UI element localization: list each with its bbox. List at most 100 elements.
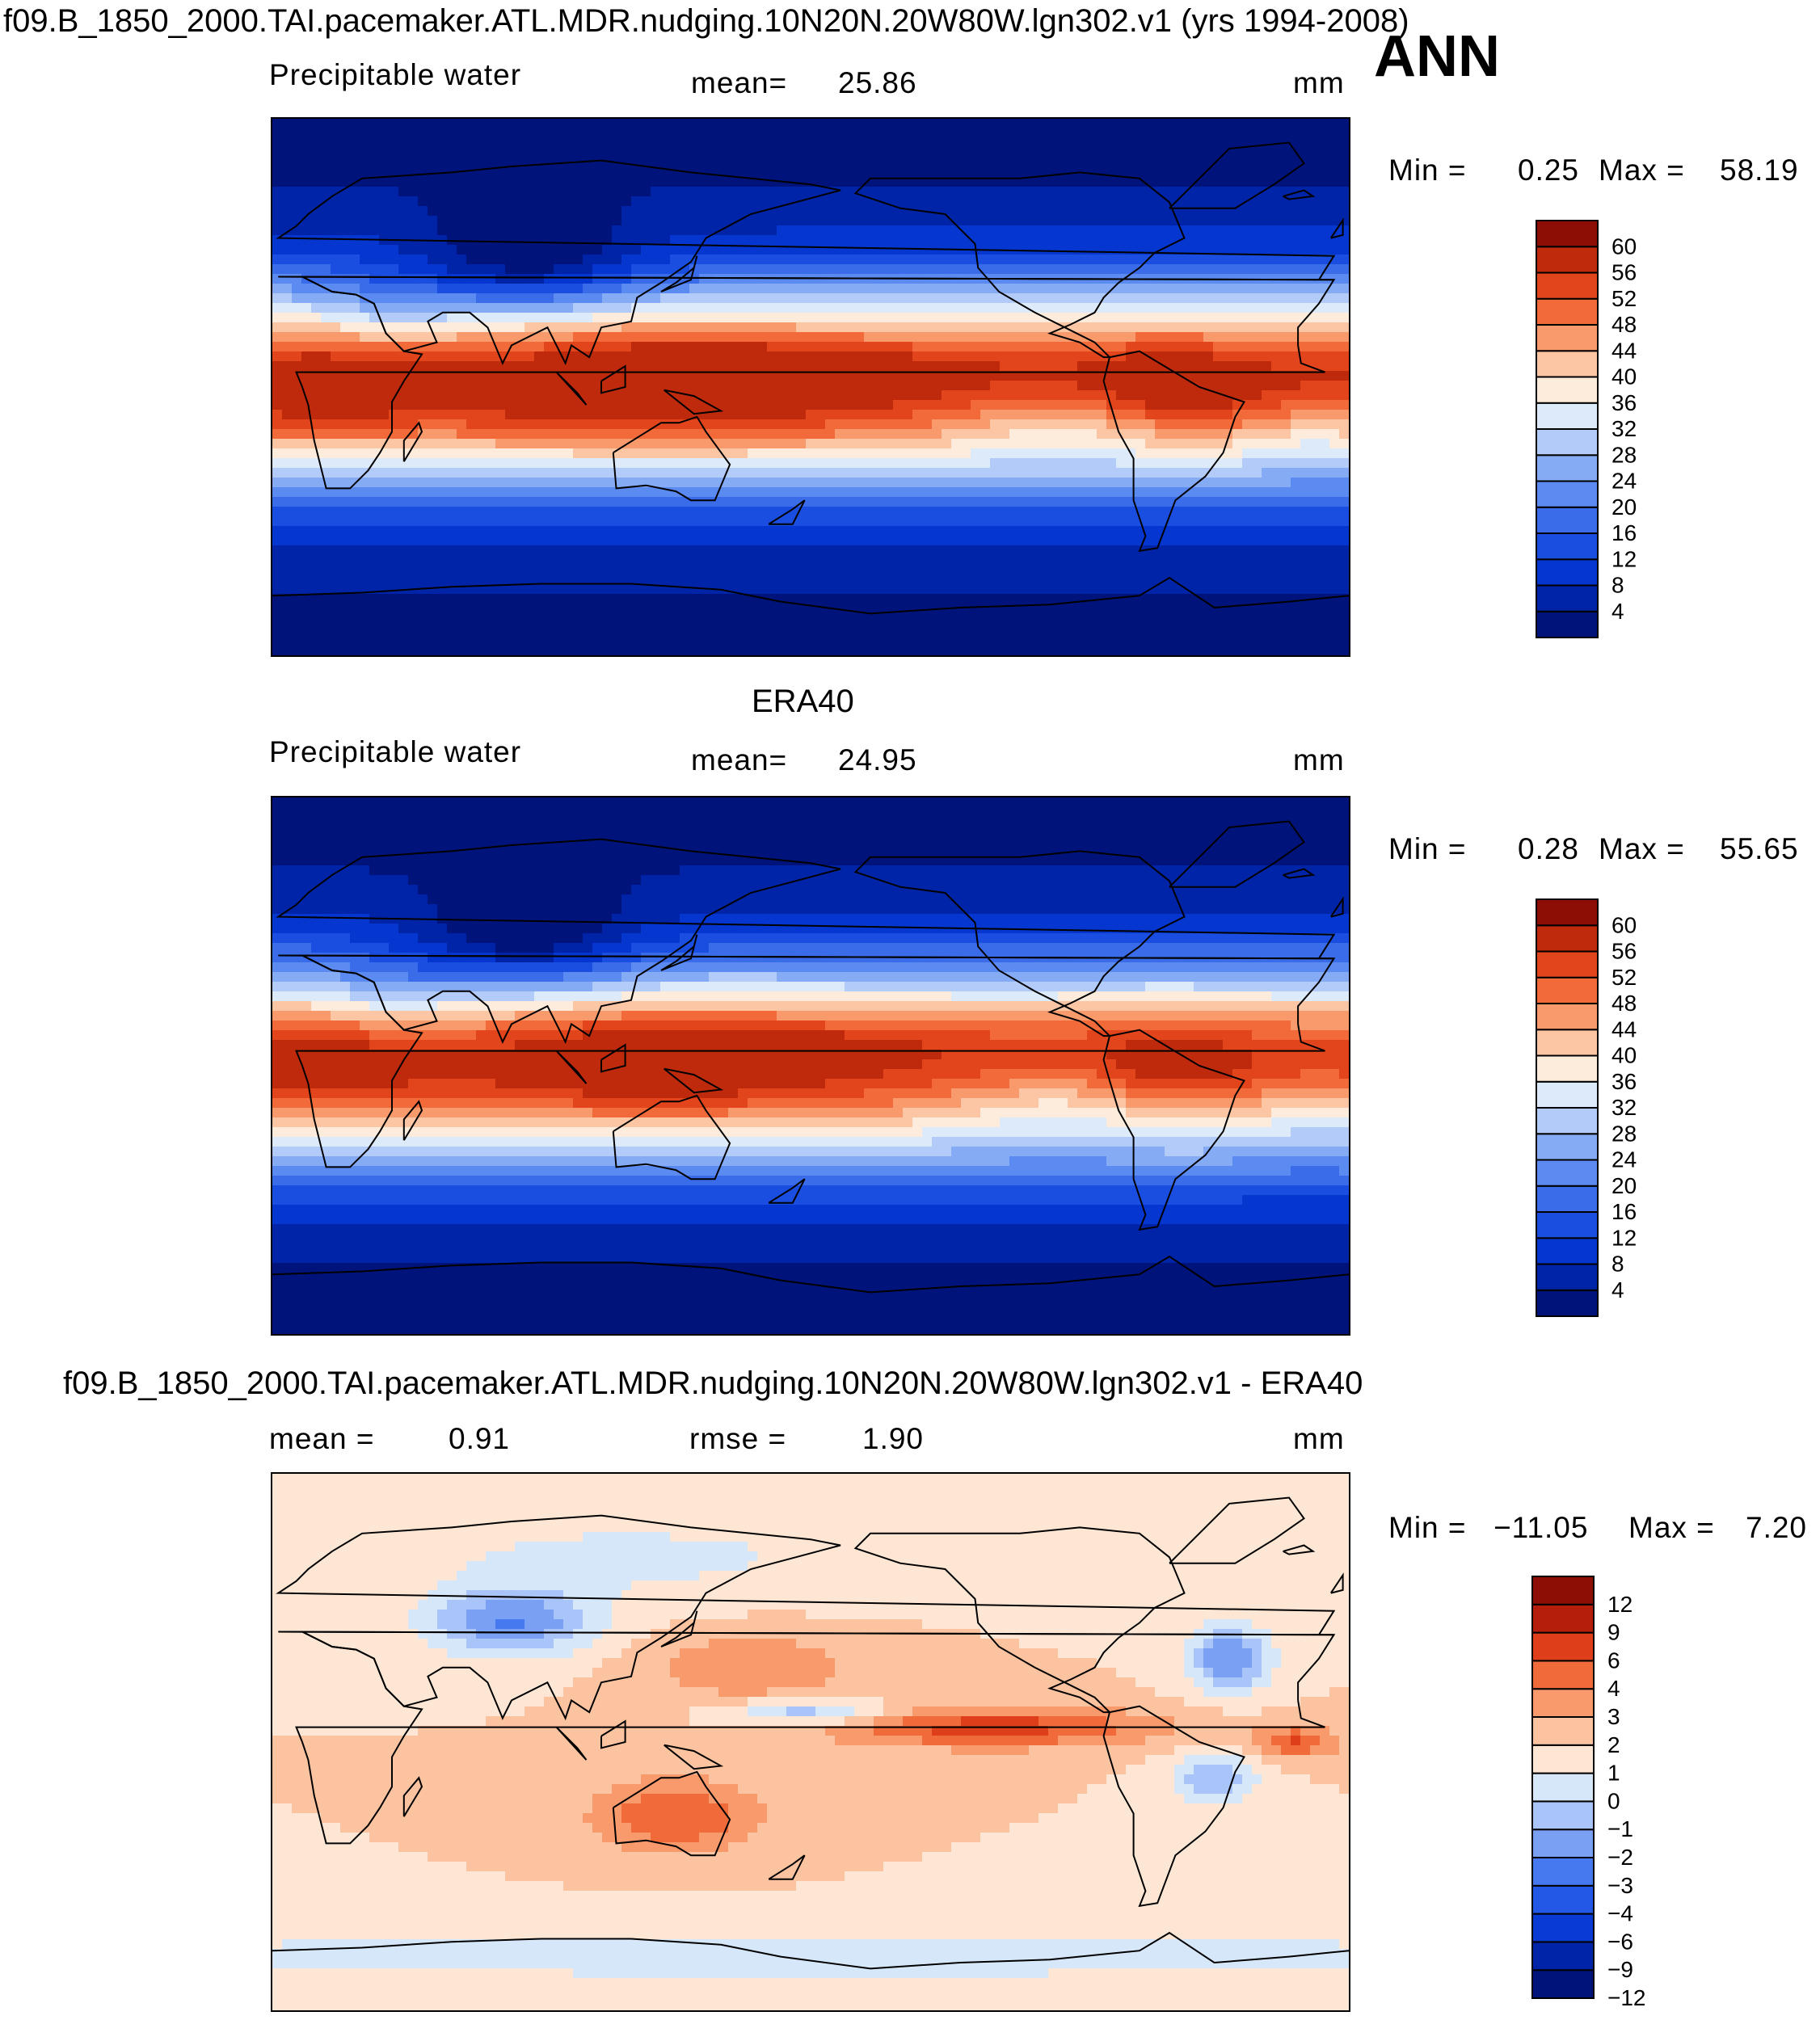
panel1-field-cell [612,177,622,187]
panel1-field-cell [292,128,302,139]
panel1-field-cell [845,187,855,197]
panel1-field-cell [912,351,923,362]
panel1-field-cell [486,293,496,304]
panel1-field-cell [1029,487,1039,498]
panel1-field-cell [1320,322,1330,333]
panel1-field-cell [534,284,545,294]
panel1-field-cell [1262,448,1272,459]
panel1-field-cell [893,536,904,546]
panel1-field-cell [951,497,962,507]
panel1-field-cell [864,400,874,410]
panel1-field-cell [990,516,1001,527]
panel1-field-cell [660,351,671,362]
panel1-field-cell [1000,255,1010,265]
panel1-field-cell [563,439,574,449]
panel1-field-cell [728,303,739,314]
panel1-field-cell [961,119,971,129]
panel1-field-cell [835,284,845,294]
panel1-field-cell [845,245,855,255]
panel1-field-cell [331,468,341,478]
panel1-field-cell [854,478,865,488]
panel1-field-cell [786,400,797,410]
panel1-field-cell [621,119,632,129]
panel1-field-cell [777,458,787,469]
panel1-field-cell [525,371,535,381]
panel1-field-cell [428,507,438,517]
panel1-field-cell [1329,216,1340,226]
panel1-field-cell [1116,128,1127,139]
panel1-field-cell [389,458,399,469]
panel1-field-cell [786,216,797,226]
panel1-field-cell [398,216,409,226]
panel1-field-cell [1291,284,1301,294]
panel1-field-cell [350,167,360,178]
panel1-field-cell [1077,225,1088,236]
panel1-field-cell [922,158,933,168]
panel1-field-cell [379,138,390,149]
panel1-field-cell [563,342,574,352]
panel1-field-cell [1184,410,1194,420]
panel1-field-cell [311,138,322,149]
panel1-field-cell [515,536,525,546]
panel1-field-cell [301,468,312,478]
panel1-field-cell [845,313,855,323]
panel1-field-cell [301,293,312,304]
panel1-field-cell [1135,410,1146,420]
panel1-field-cell [990,390,1001,401]
panel1-field-cell [835,400,845,410]
panel1-field-cell [592,545,603,556]
panel1-field-cell [786,545,797,556]
panel1-field-cell [515,264,525,275]
panel1-field-cell [912,138,923,149]
panel1-field-cell [437,439,448,449]
panel1-field-cell [321,264,331,275]
panel1-field-cell [1271,497,1282,507]
panel1-field-cell [1310,545,1321,556]
panel1-field-cell [428,381,438,391]
panel1-field-cell [1242,177,1253,187]
panel1-field-cell [398,536,409,546]
panel1-field-cell [408,497,419,507]
panel1-field-cell [641,381,651,391]
panel1-field-cell [418,507,428,517]
panel1-field-cell [903,371,913,381]
panel1-field-cell [282,507,293,517]
panel1-field-cell [718,371,729,381]
panel1-field-cell [534,419,545,430]
panel1-field-cell [1068,351,1078,362]
panel1-field-cell [728,216,739,226]
panel1-field-cell [728,313,739,323]
panel1-field-cell [990,322,1001,333]
panel1-field-cell [447,119,457,129]
panel1-field-cell [534,526,545,537]
panel1-field-cell [806,322,816,333]
panel1-field-cell [1232,478,1243,488]
panel1-field-cell [1068,361,1078,372]
panel1-field-cell [1097,468,1107,478]
panel1-field-cell [525,478,535,488]
panel1-field-cell [806,516,816,527]
panel1-field-cell [1271,187,1282,197]
panel1-field-cell [1155,235,1165,246]
panel1-field-cell [883,536,894,546]
panel1-field-cell [1145,507,1156,517]
panel1-field-cell [563,255,574,265]
panel1-field-cell [505,390,516,401]
panel1-field-cell [534,332,545,343]
panel1-field-cell [854,119,865,129]
panel1-field-cell [350,264,360,275]
panel1-field-cell [1087,487,1097,498]
panel1-field-cell [689,235,700,246]
panel1-field-cell [592,177,603,187]
panel1-field-cell [932,342,942,352]
panel1-field-cell [457,293,467,304]
panel1-field-cell [728,497,739,507]
panel1-field-cell [583,361,593,372]
panel1-field-cell [389,196,399,207]
panel1-field-cell [321,138,331,149]
panel1-field-cell [689,351,700,362]
panel1-field-cell [505,293,516,304]
panel1-field-cell [525,322,535,333]
panel1-field-cell [621,128,632,139]
panel1-field-cell [786,342,797,352]
